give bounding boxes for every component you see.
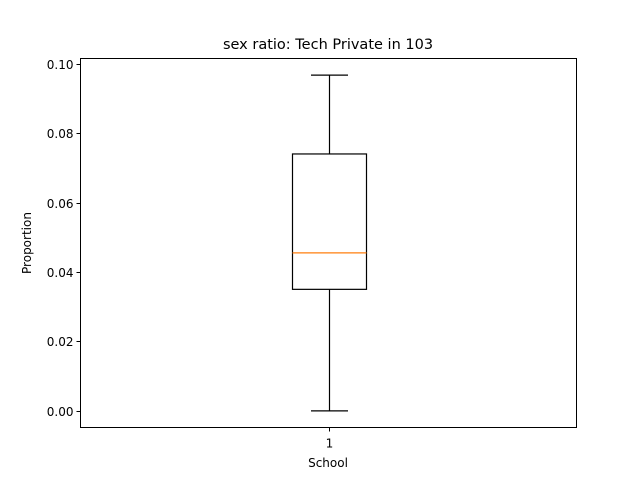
y-tick-label: 0.00 — [47, 405, 74, 419]
y-tick-label: 0.04 — [47, 266, 74, 280]
y-tick-label: 0.06 — [47, 197, 74, 211]
box-plot-series — [291, 74, 368, 412]
y-tick-label: 0.10 — [47, 58, 74, 72]
box-iqr — [291, 153, 368, 290]
x-axis: 1 — [326, 427, 334, 451]
chart-title: sex ratio: Tech Private in 103 — [223, 37, 433, 53]
y-axis: 0.00 0.02 0.04 0.06 0.08 0.10 — [47, 58, 81, 419]
x-axis-label: School — [308, 456, 348, 470]
y-axis-label: Proportion — [20, 212, 34, 274]
y-tick-label: 0.02 — [47, 335, 74, 349]
plot-area-frame — [80, 58, 577, 428]
y-tick-label: 0.08 — [47, 127, 74, 141]
x-tick-label: 1 — [326, 437, 334, 451]
